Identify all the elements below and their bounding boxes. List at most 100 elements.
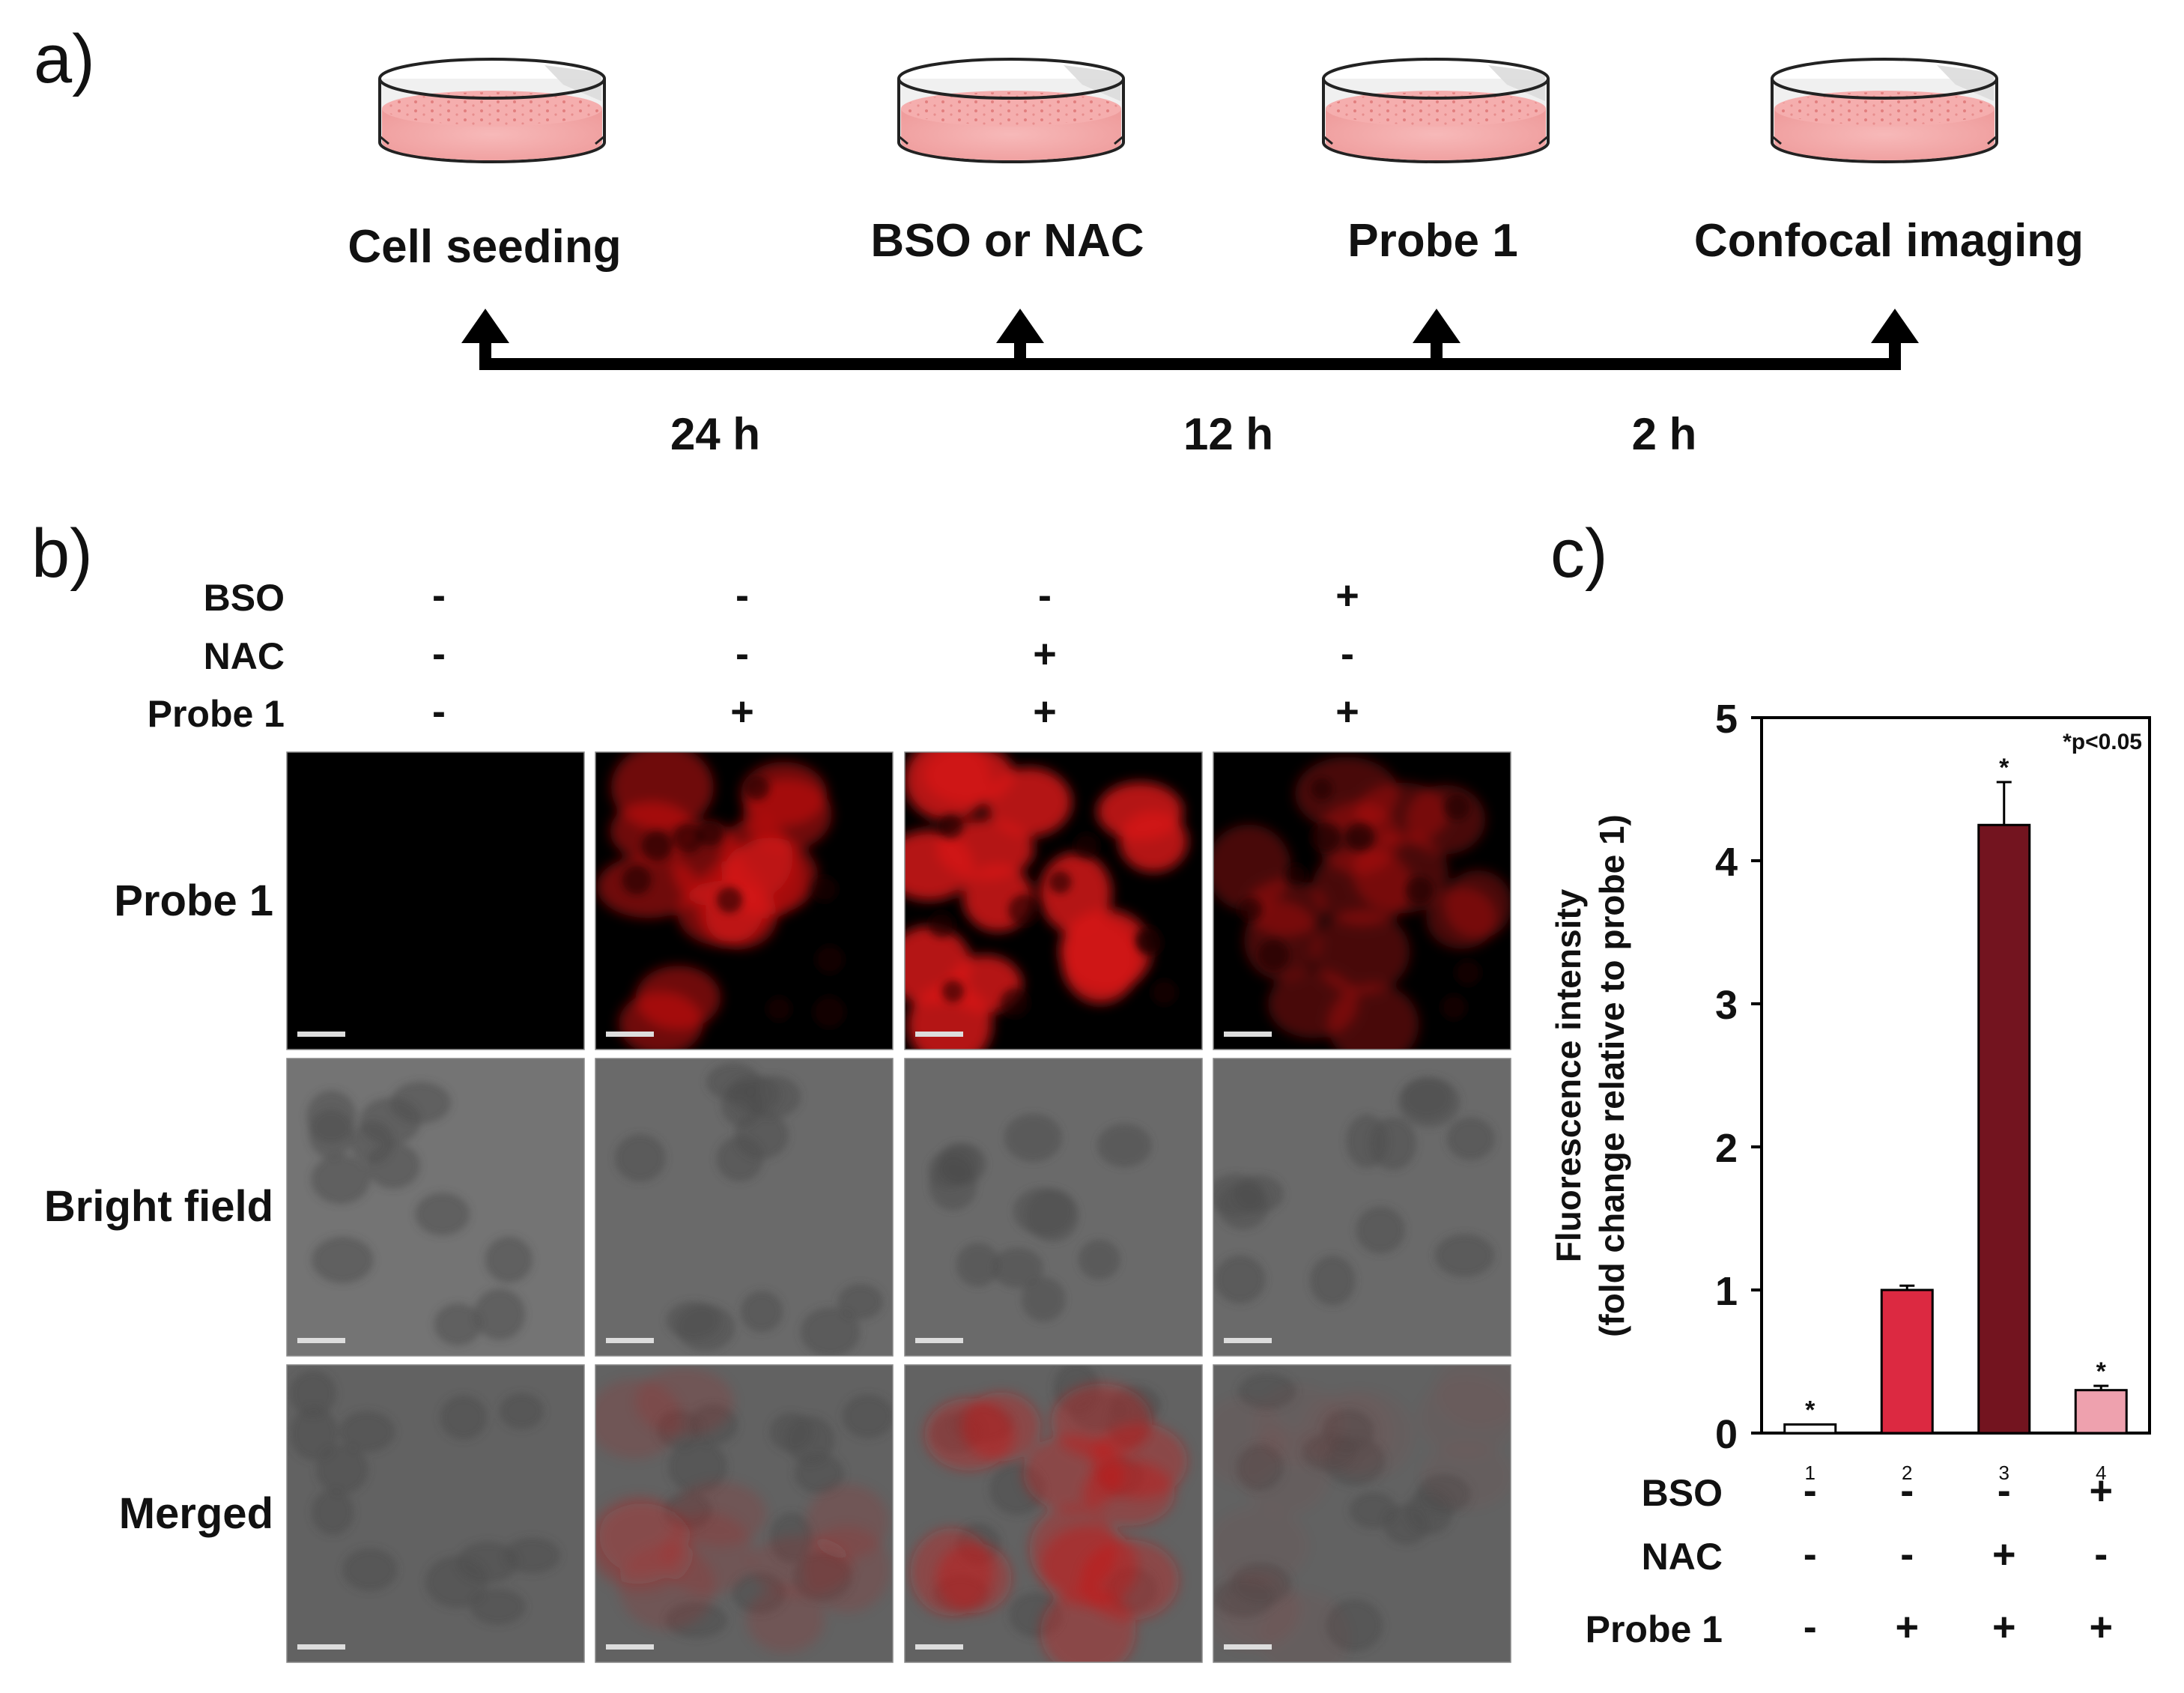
treatment-sign: - xyxy=(1341,632,1354,676)
treatment-sign: + xyxy=(1335,689,1359,734)
micrograph xyxy=(595,1364,894,1663)
micrograph xyxy=(1213,1058,1511,1357)
treatment-sign: + xyxy=(1992,1532,2016,1577)
panel-b: b) BSO - - - + NAC - - + - Probe 1 - + + + Probe 1 Brig… xyxy=(31,515,1511,1663)
scale-bar xyxy=(1224,1338,1272,1343)
scale-bar xyxy=(297,1644,345,1650)
treatment-name: NAC xyxy=(204,635,285,677)
treatment-name: NAC xyxy=(1642,1536,1723,1578)
plot-frame xyxy=(1760,716,2151,1435)
scale-bar xyxy=(915,1032,963,1037)
treatment-table-b: BSO - - - + NAC - - + - Probe 1 - + + + xyxy=(148,573,1359,735)
bar xyxy=(2074,1389,2128,1435)
scale-bar xyxy=(1224,1644,1272,1650)
treatment-name: Probe 1 xyxy=(148,693,285,735)
timeline-arrow xyxy=(996,309,1044,370)
category-label: 3 xyxy=(1999,1462,2009,1484)
timeline-arrows xyxy=(461,309,1919,370)
micrograph xyxy=(904,1364,1203,1663)
micrograph xyxy=(904,751,1203,1050)
category-label: 2 xyxy=(1902,1462,1912,1484)
micrograph xyxy=(595,751,894,1050)
panel-a-label: a) xyxy=(34,21,95,97)
scale-bar xyxy=(915,1338,963,1343)
step-label: Cell seeding xyxy=(348,221,621,273)
y-tick-label: 0 xyxy=(1715,1412,1738,1457)
scale-bar xyxy=(297,1032,345,1037)
step-labels: Cell seeding BSO or NAC Probe 1 Confocal im… xyxy=(348,215,2084,273)
treatment-sign: - xyxy=(1900,1468,1914,1513)
bar xyxy=(1977,823,2031,1435)
micrograph xyxy=(904,1058,1203,1357)
scale-bar xyxy=(1224,1032,1272,1037)
scale-bar xyxy=(606,1032,654,1037)
panel-a: a) Cell seeding BSO or NAC Probe 1 Confocal… xyxy=(34,21,2084,459)
y-tick-label: 4 xyxy=(1715,840,1738,885)
treatment-sign: - xyxy=(2094,1532,2108,1577)
treatment-sign: - xyxy=(1804,1532,1817,1577)
timeline-arrow xyxy=(1413,309,1460,370)
panel-c-label: c) xyxy=(1550,515,1608,592)
treatment-sign: + xyxy=(730,689,754,734)
scale-bar xyxy=(915,1644,963,1650)
treatment-name: BSO xyxy=(1642,1472,1723,1514)
image-row-label: Merged xyxy=(119,1489,273,1538)
scale-bar xyxy=(297,1338,345,1343)
y-tick-label: 3 xyxy=(1715,983,1738,1028)
category-label: 1 xyxy=(1805,1462,1816,1484)
image-row-labels: Probe 1 Bright field Merged xyxy=(44,876,273,1538)
micrograph xyxy=(1213,751,1511,1050)
bar xyxy=(1783,1423,1837,1435)
petri-dish xyxy=(1771,58,1998,163)
significance-note: *p<0.05 xyxy=(2063,730,2142,754)
micrograph xyxy=(286,1364,585,1663)
y-tick-label: 5 xyxy=(1715,697,1738,742)
category-label: 4 xyxy=(2096,1462,2106,1484)
timeline-arrow xyxy=(1871,309,1919,370)
scale-bar xyxy=(606,1644,654,1650)
timeline-arrow xyxy=(461,309,509,370)
y-tick-label: 1 xyxy=(1715,1269,1738,1314)
interval-label: 2 h xyxy=(1632,409,1697,459)
scale-bar xyxy=(606,1338,654,1343)
micrograph xyxy=(286,751,585,1050)
treatment-sign: + xyxy=(1895,1605,1919,1650)
treatment-sign: - xyxy=(1804,1605,1817,1650)
significance-star: * xyxy=(1999,754,2009,782)
treatment-name: Probe 1 xyxy=(1586,1608,1723,1650)
significance-star: * xyxy=(1805,1396,1816,1425)
treatment-sign: + xyxy=(1992,1605,2016,1650)
panel-b-label: b) xyxy=(31,515,93,592)
petri-dish xyxy=(1322,58,1550,163)
y-axis-label-line2: (fold change relative to probe 1) xyxy=(1592,814,1631,1337)
treatment-name: BSO xyxy=(204,577,285,619)
micrograph xyxy=(1213,1364,1511,1663)
treatment-sign: + xyxy=(1335,573,1359,618)
microscopy-grid xyxy=(286,751,1511,1663)
treatment-sign: - xyxy=(1038,573,1052,618)
treatment-sign: - xyxy=(1804,1468,1817,1513)
treatment-sign: - xyxy=(432,632,446,676)
micrograph xyxy=(286,1058,585,1357)
petri-dish xyxy=(378,58,606,163)
treatment-sign: - xyxy=(1998,1468,2011,1513)
petri-dishes xyxy=(378,58,1998,163)
treatment-sign: + xyxy=(2089,1468,2113,1513)
significance-star: * xyxy=(2096,1357,2107,1386)
treatment-sign: + xyxy=(1033,632,1057,676)
petri-dish xyxy=(897,58,1125,163)
micrograph xyxy=(595,1058,894,1357)
treatment-sign: + xyxy=(1033,689,1057,734)
step-label: Confocal imaging xyxy=(1694,215,2084,267)
interval-label: 24 h xyxy=(670,409,760,459)
step-label: BSO or NAC xyxy=(870,215,1144,267)
treatment-sign: - xyxy=(735,632,749,676)
image-row-label: Bright field xyxy=(44,1182,273,1231)
step-label: Probe 1 xyxy=(1347,215,1517,267)
treatment-sign: - xyxy=(432,573,446,618)
y-axis-title: Fluorescence intensity (fold change relat… xyxy=(1549,814,1631,1337)
bar-chart: 0 1 2 3 4 5 Fluorescence intensity (fold change… xyxy=(1549,697,2151,1650)
interval-label: 12 h xyxy=(1183,409,1273,459)
panel-c: c) 0 1 2 3 4 5 Fluorescence intensity (fold cha… xyxy=(1549,515,2151,1650)
